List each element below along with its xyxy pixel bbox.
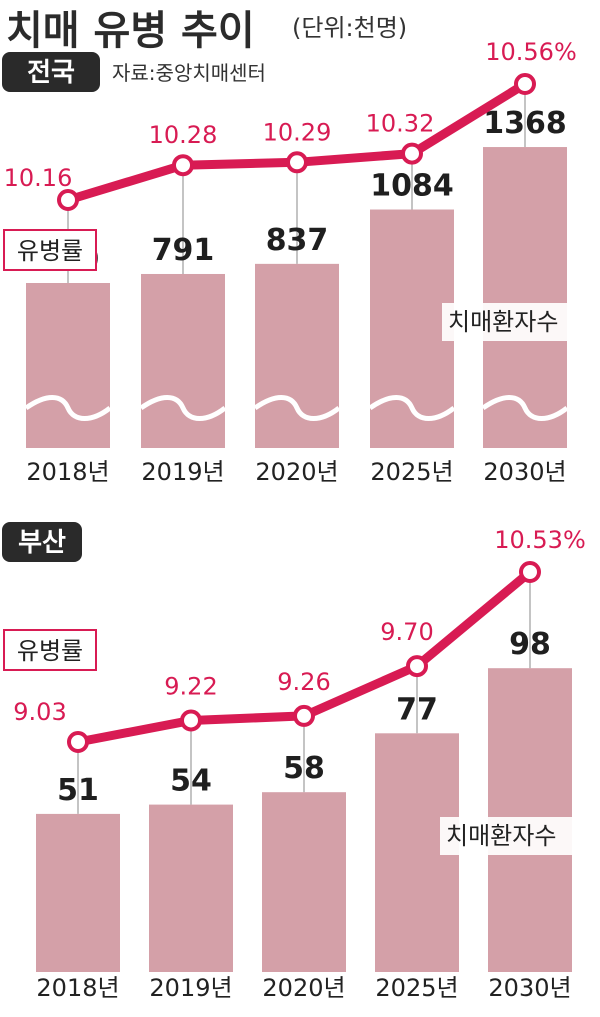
- rate-marker: [180, 709, 202, 732]
- x-tick-label: 2030년: [488, 974, 571, 1002]
- bar: [149, 804, 233, 972]
- x-tick-label: 2018년: [26, 458, 109, 486]
- page-title: 치매 유병 추이: [6, 8, 255, 54]
- legend-count-label: 치매환자수: [448, 308, 558, 336]
- legend-rate-label: 유병률: [17, 637, 83, 665]
- x-tick-label: 2019년: [149, 974, 232, 1002]
- rate-marker: [293, 704, 315, 727]
- bar-value-label: 58: [283, 751, 325, 786]
- rate-value-label: 10.53%: [494, 526, 586, 554]
- bar-value-label: 837: [266, 223, 329, 258]
- rate-value-label: 9.03: [13, 698, 66, 726]
- axis-break-mark: [253, 395, 341, 421]
- chart-busan: 부산 51 2018년 54 2019년 58 2020년 77 2025년 98 2030년 9.0…: [2, 522, 588, 1002]
- bar-value-label: 77: [396, 692, 438, 727]
- rate-value-label: 10.28: [149, 121, 218, 149]
- axis-break-mark: [368, 395, 456, 421]
- axis-break-mark: [24, 395, 112, 421]
- rate-marker: [57, 189, 79, 211]
- x-tick-label: 2018년: [36, 974, 119, 1002]
- rate-value-label: 10.29: [263, 118, 332, 146]
- region-badge: [2, 52, 100, 92]
- axis-break-mark: [139, 395, 227, 421]
- rate-value-label: 9.26: [277, 668, 330, 696]
- bar: [36, 813, 120, 972]
- source-label: 자료:중앙치매센터: [112, 61, 266, 85]
- rate-value-label: 9.70: [380, 618, 433, 646]
- bar-value-label: 1084: [370, 169, 454, 204]
- bar: [26, 283, 110, 448]
- legend-count-bg: [442, 303, 590, 341]
- x-tick-label: 2030년: [483, 458, 566, 486]
- rate-marker: [172, 154, 194, 177]
- rate-marker: [401, 142, 423, 165]
- rate-value-label: 9.22: [164, 672, 217, 700]
- bar-value-label: 98: [509, 627, 551, 662]
- legend-rate-box: [3, 229, 97, 271]
- rate-marker: [514, 73, 536, 95]
- bar-value-label: 1368: [483, 106, 567, 141]
- axis-break-mark: [481, 395, 569, 421]
- bar-value-label: 791: [152, 233, 215, 268]
- rate-value-label: 10.32: [366, 110, 435, 138]
- legend-count-label: 치매환자수: [446, 822, 556, 850]
- x-tick-label: 2025년: [375, 974, 458, 1002]
- x-tick-label: 2019년: [141, 458, 224, 486]
- legend-rate-label: 유병률: [17, 237, 83, 265]
- bar-value-label: 54: [170, 764, 212, 799]
- bar: [141, 273, 225, 448]
- rate-marker: [67, 731, 89, 753]
- rate-value-label: 10.56%: [485, 38, 577, 66]
- x-tick-label: 2025년: [370, 458, 453, 486]
- x-tick-label: 2020년: [262, 974, 345, 1002]
- legend-rate-box: [3, 629, 97, 671]
- rate-marker: [286, 151, 308, 174]
- region-badge: [2, 522, 82, 562]
- rate-value-label: 10.16: [4, 164, 73, 192]
- rate-marker: [519, 561, 541, 583]
- chart-national: 전국자료:중앙치매센터7502018년7912019년8372020년10842…: [2, 38, 590, 486]
- bar: [255, 263, 339, 448]
- x-tick-label: 2020년: [255, 458, 338, 486]
- region-badge-label: 부산: [18, 528, 66, 558]
- bar: [262, 792, 346, 972]
- bar-value-label: 51: [57, 773, 99, 808]
- unit-label: (단위:천명): [292, 14, 407, 42]
- legend-count-bg: [440, 817, 588, 855]
- rate-marker: [406, 655, 428, 678]
- region-badge-label: 전국: [27, 58, 75, 88]
